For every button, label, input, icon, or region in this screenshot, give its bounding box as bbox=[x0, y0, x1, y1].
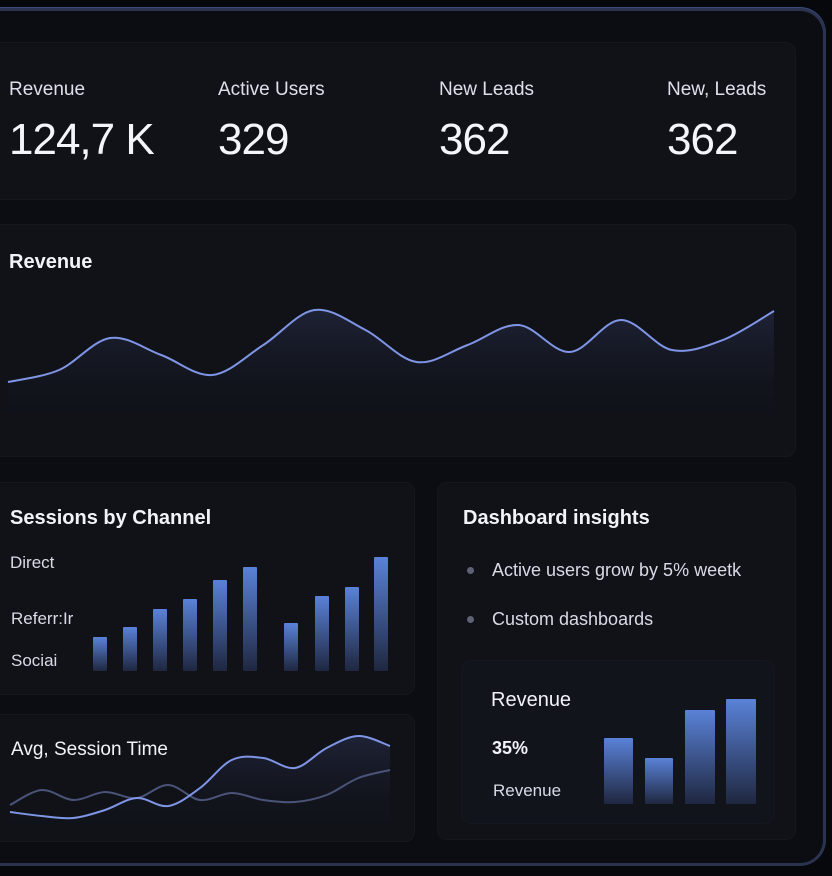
sessions-title: Sessions by Channel bbox=[10, 507, 212, 529]
bullet-icon bbox=[467, 567, 474, 574]
insights-title: Dashboard insights bbox=[463, 507, 650, 529]
kpi-value: 362 bbox=[667, 115, 738, 164]
channel-label-referrer: Referr:Ir bbox=[11, 609, 74, 628]
mini-revenue-title: Revenue bbox=[491, 689, 572, 711]
kpi-label: New, Leads bbox=[667, 79, 767, 100]
kpi-card: Revenue 124,7 K Active Users 329 New Leads… bbox=[0, 42, 796, 200]
mini-revenue-value: 35% bbox=[492, 738, 529, 758]
kpi-value: 124,7 K bbox=[9, 115, 155, 164]
avg-session-card: Avg, Session Time bbox=[0, 714, 415, 842]
avg-session-title: Avg, Session Time bbox=[11, 739, 169, 760]
kpi-value: 362 bbox=[439, 115, 510, 164]
mini-revenue-caption: Revenue bbox=[493, 781, 562, 800]
sessions-card: Sessions by Channel Direct Referr:Ir Soc… bbox=[0, 482, 415, 695]
kpi-label: New Leads bbox=[439, 79, 535, 100]
insight-item: Custom dashboards bbox=[492, 609, 654, 629]
revenue-card: Revenue bbox=[0, 224, 796, 457]
kpi-value: 329 bbox=[218, 115, 289, 164]
insights-card: Dashboard insights Active users grow by … bbox=[437, 482, 796, 840]
mini-revenue-card: Revenue 35% Revenue bbox=[461, 660, 775, 824]
channel-label-direct: Direct bbox=[10, 553, 55, 572]
kpi-label: Active Users bbox=[218, 79, 325, 100]
bullet-icon bbox=[467, 616, 474, 623]
kpi-label: Revenue bbox=[9, 79, 86, 100]
insight-item: Active users grow by 5% weetk bbox=[492, 560, 742, 580]
revenue-title: Revenue bbox=[9, 251, 93, 273]
channel-label-social: Sociai bbox=[11, 651, 58, 670]
